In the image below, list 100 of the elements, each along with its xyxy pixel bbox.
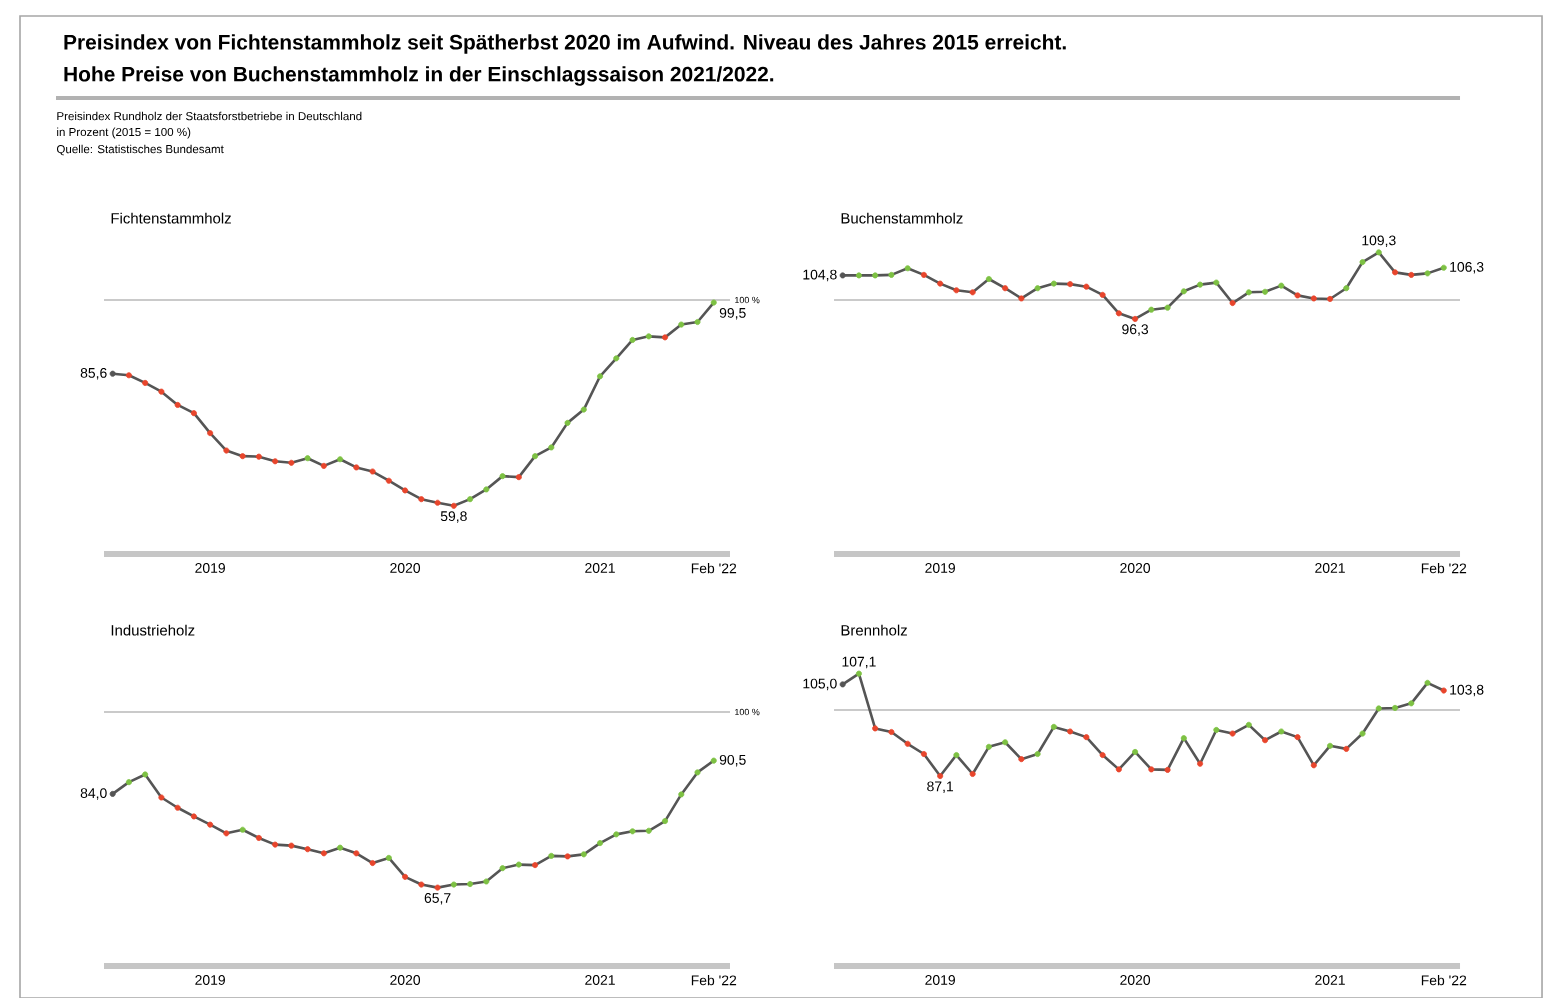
- point: [1050, 723, 1057, 730]
- point: [564, 419, 571, 426]
- point: [953, 287, 960, 294]
- point: [515, 861, 522, 868]
- point: [467, 881, 474, 888]
- point: [1408, 271, 1415, 278]
- point: [385, 854, 392, 861]
- point: [710, 757, 717, 764]
- point: [532, 862, 539, 869]
- point: [1034, 751, 1041, 758]
- point: [1343, 285, 1350, 292]
- point: [855, 670, 862, 677]
- point: [629, 336, 636, 343]
- point: [109, 790, 116, 797]
- point: [580, 406, 587, 413]
- point: [272, 841, 279, 848]
- point: [109, 370, 116, 377]
- point: [402, 487, 409, 494]
- point: [1343, 745, 1350, 752]
- point: [1245, 721, 1252, 728]
- point: [1164, 766, 1171, 773]
- point: [369, 468, 376, 475]
- point: [369, 860, 376, 867]
- point: [304, 846, 311, 853]
- point: [1424, 270, 1431, 277]
- point: [920, 751, 927, 758]
- point: [920, 271, 927, 278]
- point: [288, 459, 295, 466]
- point: [710, 299, 717, 306]
- point: [158, 794, 165, 801]
- point: [678, 321, 685, 328]
- point: [1440, 687, 1447, 694]
- point: [888, 729, 895, 735]
- point: [872, 725, 879, 732]
- point: [1002, 285, 1009, 292]
- point: [580, 851, 587, 858]
- point: [629, 828, 636, 835]
- point: [223, 447, 230, 454]
- point: [1229, 300, 1236, 307]
- point: [1213, 279, 1220, 286]
- point: [1359, 259, 1366, 266]
- point: [1424, 679, 1431, 686]
- point: [548, 444, 555, 451]
- point: [1278, 728, 1285, 735]
- point: [434, 884, 441, 891]
- point: [1018, 295, 1025, 302]
- point: [1148, 306, 1155, 313]
- point: [888, 271, 895, 278]
- point: [1099, 291, 1106, 298]
- point: [174, 401, 181, 408]
- point: [418, 881, 425, 888]
- point: [1229, 730, 1236, 737]
- point: [1164, 304, 1171, 311]
- point: [1148, 766, 1155, 773]
- point: [1018, 756, 1025, 763]
- point: [1262, 288, 1269, 295]
- point: [597, 840, 604, 847]
- point: [385, 477, 392, 484]
- point: [1408, 700, 1415, 707]
- point: [904, 740, 911, 747]
- point: [839, 681, 846, 688]
- point: [985, 743, 992, 750]
- point: [125, 779, 132, 786]
- point: [1067, 281, 1074, 288]
- point: [1310, 295, 1317, 302]
- point: [190, 410, 197, 417]
- point: [320, 850, 327, 857]
- point: [613, 355, 620, 362]
- point: [272, 458, 279, 465]
- point: [694, 319, 701, 326]
- point: [1440, 264, 1447, 271]
- point: [985, 276, 992, 282]
- point: [1213, 726, 1220, 733]
- point: [855, 272, 862, 279]
- point: [1392, 704, 1399, 711]
- point: [434, 499, 441, 506]
- point: [1359, 730, 1366, 737]
- point: [1278, 282, 1285, 289]
- point: [499, 473, 506, 480]
- text: Preisindex von Fichtenstammholz seit Spätherbst 2020 im Aufwind. Niveau des Jahres 2015 erreicht.: [64, 34, 1066, 54]
- point: [483, 878, 490, 885]
- point: [645, 333, 652, 340]
- point: [255, 453, 262, 460]
- point: [937, 773, 944, 780]
- point: [288, 842, 295, 849]
- point: [1083, 283, 1090, 290]
- point: [1132, 315, 1139, 322]
- point: [548, 852, 555, 859]
- point: [1099, 752, 1106, 759]
- point: [532, 453, 539, 460]
- point: [597, 373, 604, 380]
- point: [353, 850, 360, 857]
- point: [613, 831, 620, 838]
- point: [839, 272, 846, 279]
- point: [1197, 760, 1204, 767]
- point: [1002, 739, 1009, 746]
- point: [515, 474, 522, 481]
- point: [402, 873, 409, 880]
- point: [304, 455, 311, 462]
- point: [1392, 269, 1399, 276]
